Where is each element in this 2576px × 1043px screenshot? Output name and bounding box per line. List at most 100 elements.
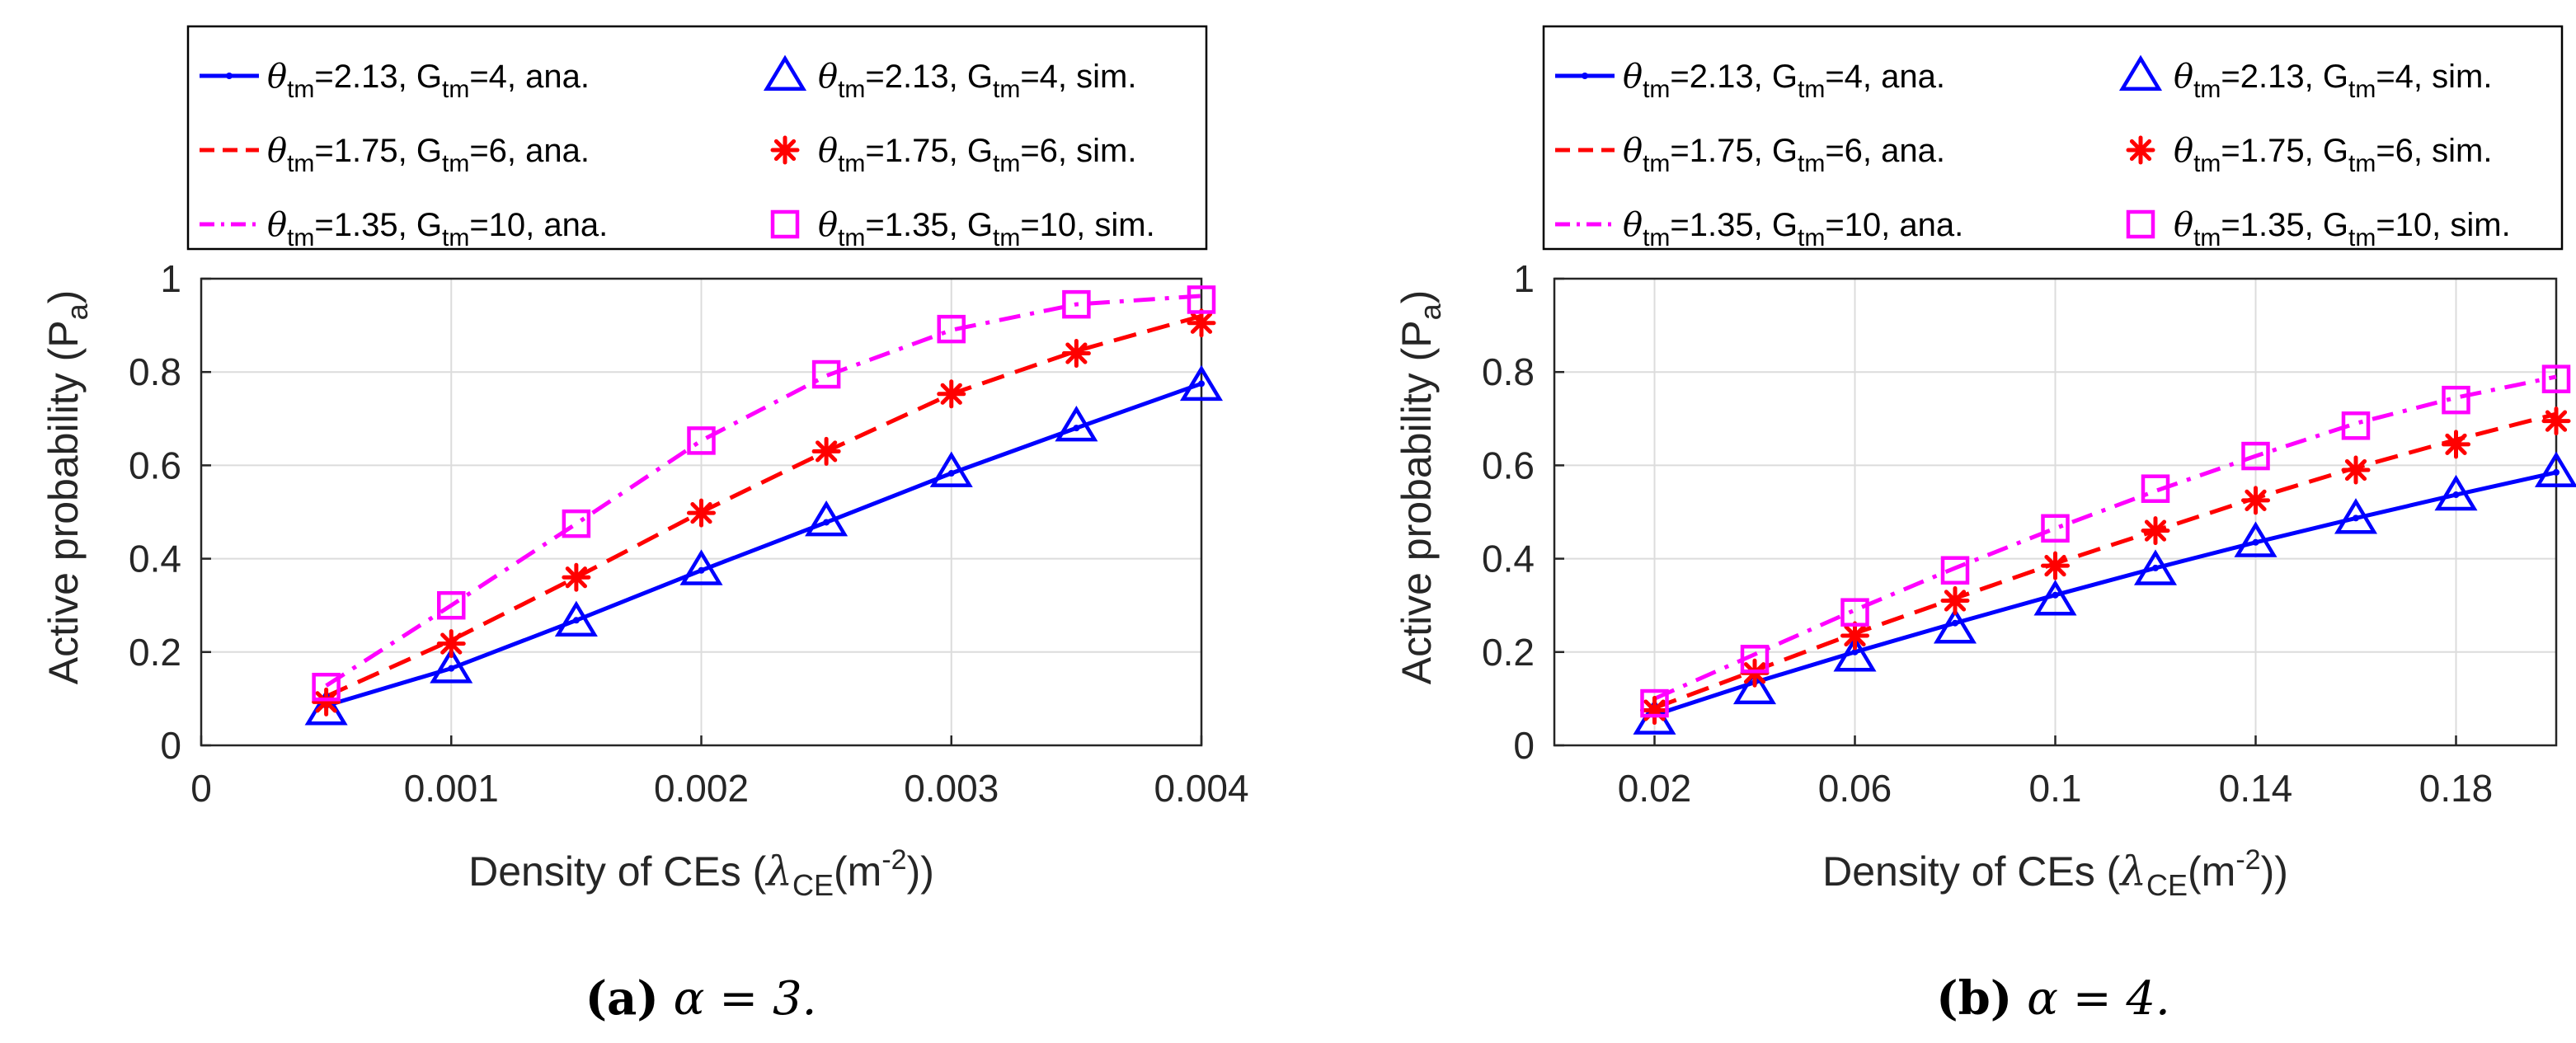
- line-dot: [572, 617, 580, 624]
- data-point: [2341, 455, 2371, 485]
- line-dot: [1952, 619, 1958, 627]
- legend-marker: [770, 209, 800, 239]
- legend-entry: θtm=2.13, Gtm=4, ana.: [200, 58, 590, 103]
- x-tick-label: 0.02: [1618, 767, 1692, 810]
- y-tick-label: 0: [1513, 724, 1535, 767]
- series-3: [304, 364, 1224, 726]
- x-tick-label: 0.003: [904, 767, 999, 810]
- data-point: [2442, 385, 2470, 415]
- x-tick-label: 0.001: [404, 767, 499, 810]
- y-tick-label: 1: [1513, 257, 1535, 300]
- x-axis-label: Density of CEs (λCE(m-2)): [468, 844, 934, 902]
- data-point: [2133, 549, 2178, 585]
- x-tick-label: 0.18: [2419, 767, 2494, 810]
- y-tick-label: 0.6: [129, 444, 181, 486]
- series-line: [325, 381, 1202, 708]
- data-point: [1840, 621, 1869, 651]
- chart-panel-b: 0.02 0.06 0.1 0.14 0.18 0 0.2 0.4 0.6 0.8 1 Density…: [1394, 25, 2576, 1026]
- legend-marker: [763, 54, 807, 91]
- legend-marker: [770, 135, 800, 165]
- data-point: [1640, 688, 1669, 718]
- data-point: [2033, 580, 2077, 616]
- series-5: [1640, 364, 2571, 718]
- data-point: [562, 509, 591, 538]
- line-dot: [823, 519, 830, 526]
- data-point: [937, 379, 966, 409]
- data-point: [1933, 608, 1977, 644]
- data-point: [562, 562, 591, 592]
- legend-dot: [226, 73, 233, 79]
- legend-entry: θtm=1.75, Gtm=6, sim.: [770, 132, 1136, 177]
- series-1: [1653, 411, 2557, 711]
- y-axis-label: Active probability (Pa): [40, 290, 94, 685]
- series-line: [1653, 374, 2557, 701]
- data-point: [1740, 645, 1770, 674]
- legend: θtm=2.13, Gtm=4, ana. θtm=2.13, Gtm=4, si…: [186, 25, 1208, 251]
- legend-label: θtm=1.35, Gtm=10, sim.: [2174, 206, 2511, 251]
- data-point: [811, 359, 841, 389]
- data-point: [687, 426, 716, 455]
- subfigure-caption: (a) α = 3.: [585, 971, 817, 1026]
- y-tick-label: 0.2: [1482, 631, 1535, 674]
- data-point: [687, 498, 716, 528]
- line-dot: [1073, 425, 1080, 432]
- line-dot: [448, 665, 455, 672]
- series-4: [1640, 406, 2571, 726]
- data-point: [2541, 364, 2571, 393]
- legend-dot: [1582, 73, 1588, 79]
- line-dot: [1851, 648, 1859, 655]
- data-point: [2041, 551, 2070, 580]
- data-point: [312, 673, 341, 702]
- data-point: [1940, 586, 1970, 616]
- line-dot: [698, 566, 705, 574]
- data-point: [2141, 474, 2170, 503]
- data-point: [2241, 441, 2270, 471]
- x-tick-label: 0: [190, 767, 212, 810]
- legend-entry: θtm=1.75, Gtm=6, ana.: [200, 132, 590, 177]
- series-line: [1653, 470, 2557, 717]
- series-line: [325, 313, 1202, 698]
- x-tick-label: 0.004: [1154, 767, 1248, 810]
- legend-label: θtm=1.75, Gtm=6, sim.: [818, 132, 1136, 177]
- legend-marker: [2118, 54, 2163, 91]
- legend-label: θtm=1.75, Gtm=6, ana.: [1623, 132, 1945, 177]
- data-point: [929, 451, 973, 487]
- legend-entry: θtm=2.13, Gtm=4, ana.: [1555, 58, 1945, 103]
- legend-label: θtm=2.13, Gtm=4, sim.: [2174, 58, 2492, 103]
- legend-marker: [2126, 209, 2155, 239]
- data-point: [1640, 696, 1669, 726]
- legend-label: θtm=2.13, Gtm=4, sim.: [818, 58, 1136, 103]
- x-tick-label: 0.002: [654, 767, 749, 810]
- legend-entry: θtm=1.75, Gtm=6, sim.: [2126, 132, 2492, 177]
- legend-label: θtm=2.13, Gtm=4, ana.: [267, 58, 590, 103]
- line-dot: [2152, 564, 2159, 571]
- data-point: [312, 687, 341, 716]
- data-point: [2241, 486, 2270, 515]
- y-tick-label: 1: [160, 257, 181, 300]
- legend-entry: θtm=2.13, Gtm=4, sim.: [2118, 54, 2492, 103]
- y-tick-label: 0.6: [1482, 444, 1535, 486]
- data-point: [2534, 451, 2576, 487]
- legend-entry: θtm=1.35, Gtm=10, sim.: [2126, 206, 2511, 251]
- data-point: [430, 647, 473, 684]
- y-tick-label: 0.4: [129, 538, 181, 580]
- data-point: [2442, 430, 2470, 459]
- x-tick-label: 0.06: [1818, 767, 1892, 810]
- data-point: [937, 314, 966, 344]
- line-dot: [2052, 591, 2059, 599]
- legend-label: θtm=1.35, Gtm=10, sim.: [818, 206, 1155, 251]
- legend-entry: θtm=2.13, Gtm=4, sim.: [763, 54, 1136, 103]
- legend-entry: θtm=1.35, Gtm=10, ana.: [1555, 206, 1963, 251]
- line-dot: [2353, 514, 2359, 522]
- data-point: [1187, 308, 1216, 338]
- data-point: [805, 500, 848, 537]
- data-point: [1940, 556, 1970, 585]
- data-point: [1732, 668, 1777, 705]
- y-tick-label: 0.2: [129, 631, 181, 674]
- y-tick-label: 0.8: [1482, 350, 1535, 393]
- line-dot: [947, 470, 955, 477]
- legend-label: θtm=1.75, Gtm=6, ana.: [267, 132, 590, 177]
- data-point: [679, 549, 723, 585]
- x-axis-label: Density of CEs (λCE(m-2)): [1822, 844, 2288, 902]
